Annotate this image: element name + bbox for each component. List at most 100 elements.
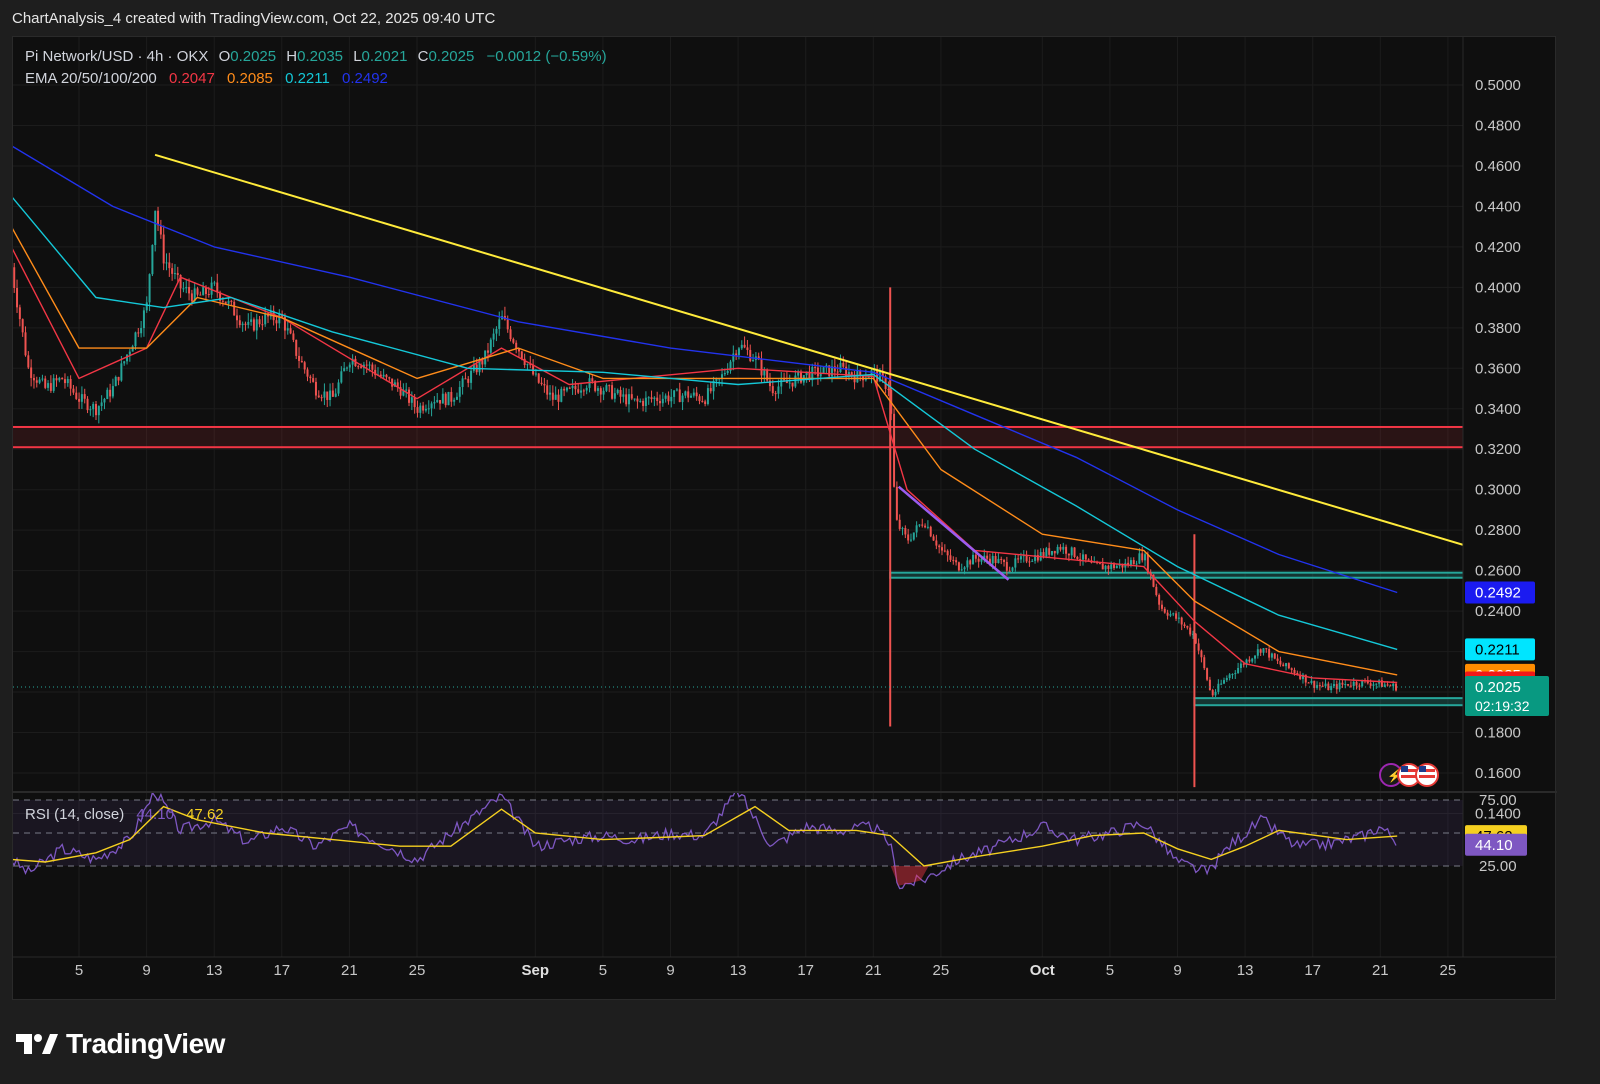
candle-up[interactable] [715, 378, 718, 381]
candle-down[interactable] [568, 387, 571, 389]
candle-down[interactable] [1163, 608, 1166, 613]
candle-up[interactable] [1234, 673, 1237, 675]
candle-down[interactable] [1389, 685, 1392, 687]
candle-down[interactable] [768, 380, 771, 387]
candle-up[interactable] [616, 389, 619, 394]
candle-up[interactable] [182, 288, 185, 290]
candle-down[interactable] [1206, 668, 1209, 680]
candle-down[interactable] [1395, 683, 1398, 691]
candle-down[interactable] [86, 398, 89, 411]
candle-down[interactable] [506, 319, 509, 330]
candle-down[interactable] [749, 349, 752, 361]
candle-up[interactable] [644, 397, 647, 406]
candle-down[interactable] [326, 391, 329, 400]
candle-up[interactable] [433, 402, 436, 404]
candle-up[interactable] [681, 395, 684, 403]
candle-up[interactable] [839, 362, 842, 373]
candle-up[interactable] [453, 399, 456, 402]
candle-down[interactable] [439, 400, 442, 404]
candle-down[interactable] [1293, 669, 1296, 674]
candle-down[interactable] [312, 378, 315, 382]
candle-up[interactable] [1330, 686, 1333, 691]
candle-up[interactable] [1225, 678, 1228, 681]
candle-down[interactable] [1200, 650, 1203, 658]
candle-up[interactable] [131, 346, 134, 352]
candle-up[interactable] [613, 393, 616, 399]
candle-down[interactable] [709, 388, 712, 392]
candle-down[interactable] [814, 366, 817, 368]
candle-down[interactable] [774, 393, 777, 395]
candle-up[interactable] [1251, 658, 1254, 662]
candle-down[interactable] [467, 378, 470, 383]
candle-up[interactable] [255, 319, 258, 331]
candle-up[interactable] [1324, 683, 1327, 687]
candle-up[interactable] [1344, 684, 1347, 686]
candle-down[interactable] [515, 342, 518, 349]
candle-down[interactable] [636, 398, 639, 402]
candle-down[interactable] [543, 384, 546, 386]
candle-up[interactable] [867, 376, 870, 378]
candle-up[interactable] [38, 379, 41, 383]
candles[interactable] [13, 206, 1398, 788]
candle-up[interactable] [647, 397, 650, 399]
candle-up[interactable] [878, 372, 881, 382]
candle-down[interactable] [396, 382, 399, 388]
candle-up[interactable] [1011, 567, 1014, 571]
candle-down[interactable] [836, 371, 839, 373]
candle-down[interactable] [704, 401, 707, 405]
candle-up[interactable] [1262, 648, 1265, 653]
candle-down[interactable] [1358, 685, 1361, 687]
candle-up[interactable] [1070, 547, 1073, 556]
candle-up[interactable] [752, 359, 755, 361]
candle-up[interactable] [664, 395, 667, 399]
candle-down[interactable] [808, 371, 811, 381]
price-pane[interactable] [13, 37, 1465, 957]
candle-up[interactable] [202, 286, 205, 296]
candle-up[interactable] [173, 273, 176, 275]
candle-up[interactable] [602, 390, 605, 395]
candle-down[interactable] [1259, 649, 1262, 653]
candle-down[interactable] [1304, 674, 1307, 683]
candle-down[interactable] [391, 378, 394, 387]
candle-up[interactable] [1014, 558, 1017, 568]
candle-up[interactable] [410, 397, 413, 403]
candle-up[interactable] [1223, 680, 1225, 684]
candle-up[interactable] [763, 370, 766, 376]
candle-down[interactable] [667, 395, 670, 402]
candle-up[interactable] [805, 371, 808, 376]
candle-up[interactable] [712, 380, 715, 392]
candle-down[interactable] [701, 401, 704, 403]
candle-up[interactable] [447, 391, 450, 406]
candle-up[interactable] [675, 389, 678, 391]
candle-down[interactable] [303, 362, 306, 370]
candle-down[interactable] [1067, 553, 1070, 556]
candle-down[interactable] [388, 377, 391, 379]
candle-down[interactable] [1036, 555, 1039, 561]
candle-up[interactable] [627, 394, 630, 405]
candle-down[interactable] [938, 545, 941, 548]
candle-up[interactable] [1332, 684, 1335, 687]
candle-down[interactable] [743, 344, 746, 348]
candle-down[interactable] [946, 550, 949, 556]
candle-down[interactable] [216, 282, 219, 293]
candle-up[interactable] [278, 314, 281, 324]
candle-up[interactable] [1019, 556, 1022, 560]
candle-down[interactable] [24, 332, 27, 356]
candle-down[interactable] [1203, 657, 1206, 669]
candle-down[interactable] [261, 324, 264, 326]
candle-down[interactable] [162, 234, 165, 264]
candle-down[interactable] [486, 350, 489, 353]
candle-up[interactable] [227, 300, 230, 304]
candle-down[interactable] [735, 353, 738, 356]
candle-down[interactable] [591, 378, 594, 382]
candle-down[interactable] [537, 373, 540, 383]
candle-up[interactable] [424, 408, 427, 411]
candle-down[interactable] [853, 376, 856, 383]
candle-up[interactable] [419, 405, 422, 413]
candle-up[interactable] [1172, 613, 1175, 615]
candle-down[interactable] [221, 300, 224, 302]
candle-up[interactable] [997, 558, 1000, 564]
candle-down[interactable] [540, 382, 543, 385]
candle-up[interactable] [1254, 655, 1257, 659]
